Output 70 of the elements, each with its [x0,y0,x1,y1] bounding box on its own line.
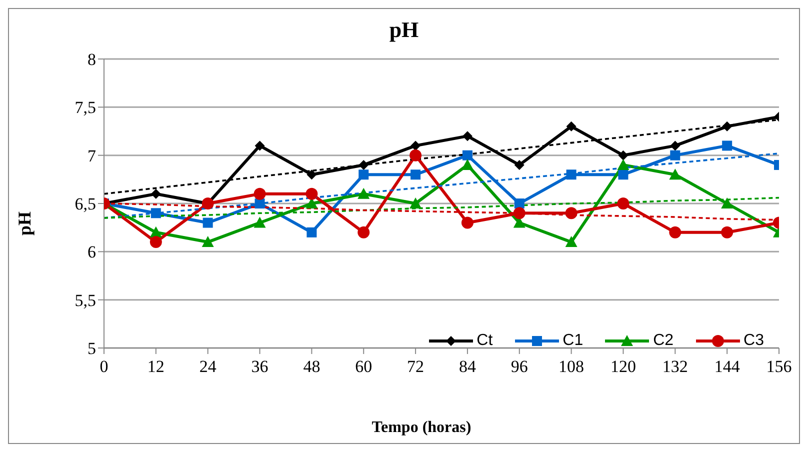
point [358,170,369,180]
point [410,140,421,151]
point [565,207,578,220]
point [150,208,161,218]
point [202,218,213,228]
point [721,198,734,208]
point [670,150,680,160]
point [566,170,576,180]
x-tick-label: 132 [662,357,688,376]
x-tick-label: 24 [199,357,217,376]
point [462,150,472,160]
point [254,188,266,200]
y-tick-label: 5 [88,339,96,358]
point [617,158,630,170]
legend-label: C1 [562,332,584,350]
point [722,121,732,132]
x-tick-label: 108 [558,357,584,376]
x-axis-title: Tempo (horas) [370,419,472,437]
point [150,188,161,199]
chart-title: pH [388,17,420,43]
point [306,188,318,200]
x-tick-label: 144 [714,357,740,376]
x-tick-label: 48 [303,357,320,376]
y-axis-title: pH [14,211,36,236]
x-tick-label: 120 [610,357,636,376]
y-tick-label: 5,5 [74,290,96,310]
point [670,140,680,151]
point [254,140,265,151]
point [721,226,734,238]
point [410,198,422,208]
point [514,160,524,170]
legend-label: Ct [476,332,493,350]
legend-label: C3 [744,332,764,350]
point [358,226,370,238]
point [565,236,578,248]
point [254,216,266,228]
point [566,121,576,132]
point [618,150,628,160]
point [617,198,630,210]
point [202,236,214,248]
y-tick-label: 7,5 [74,98,96,118]
x-tick-label: 12 [147,357,164,376]
point [618,170,628,180]
legend-label: C2 [653,332,674,350]
x-tick-label: 84 [458,357,476,376]
y-tick-label: 6 [88,242,96,262]
x-tick-label: 96 [510,357,528,376]
point [513,207,526,220]
point [722,140,732,151]
point [410,170,421,180]
point [410,149,422,162]
point [669,168,682,180]
point [306,170,317,180]
x-tick-label: 72 [407,357,424,376]
x-tick-label: 0 [100,357,108,376]
point [358,160,369,170]
point [514,198,524,208]
x-tick-label: 60 [355,357,372,376]
y-tick-label: 8 [88,50,96,70]
point [254,198,265,208]
point [358,188,370,199]
point [461,216,474,229]
x-tick-label: 156 [766,357,792,376]
y-tick-label: 7 [88,146,96,166]
point [150,236,162,248]
point [669,226,682,238]
point [306,227,317,238]
point [462,131,472,142]
y-tick-label: 6,5 [74,194,96,214]
x-tick-label: 36 [251,357,268,376]
